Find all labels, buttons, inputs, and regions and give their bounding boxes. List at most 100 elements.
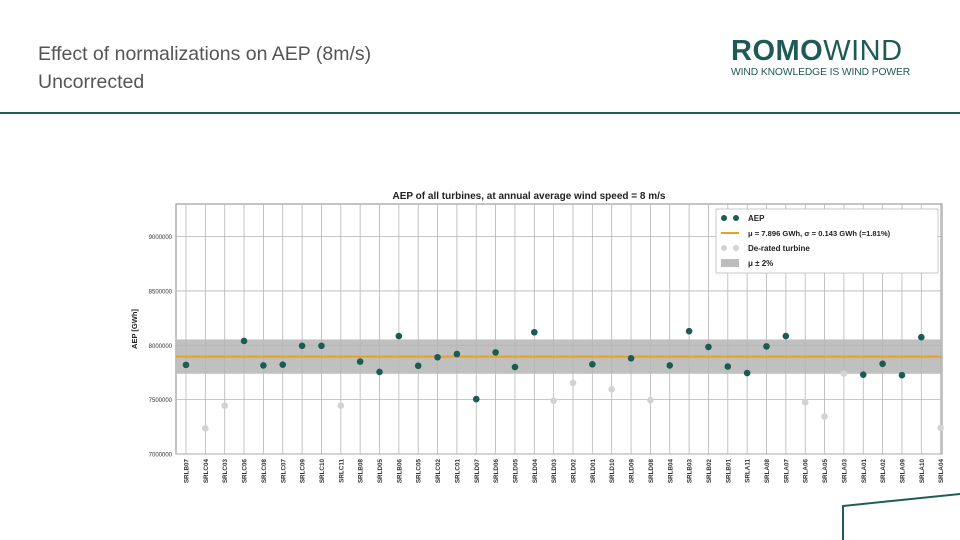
y-tick-label: 8000000 [149, 344, 173, 350]
x-tick-label-srla05: SRLA05 [822, 459, 829, 484]
aep-point-srlb06 [395, 332, 403, 340]
aep-point-srla02 [879, 360, 886, 368]
x-tick-label-srlb04: SRLB04 [667, 459, 674, 484]
x-tick-label-srlc05: SRLC05 [416, 459, 423, 484]
logo-tagline: WIND KNOWLEDGE IS WIND POWER [731, 67, 911, 78]
aep-point-srla01 [859, 371, 867, 378]
legend-band-label: μ ± 2% [748, 259, 773, 268]
x-tick-label-srlb06: SRLB06 [396, 459, 403, 484]
aep-point-srla11 [743, 369, 751, 377]
aep-point-srla10 [918, 333, 925, 341]
legend-aep-marker [721, 215, 727, 221]
aep-point-srld06 [492, 349, 499, 356]
derated-point-srla03 [840, 370, 848, 377]
x-tick-label-srld10: SRLD10 [609, 459, 616, 484]
header-divider [0, 112, 960, 114]
derated-point-srlc11 [337, 402, 345, 409]
romo-wind-logo: ROMOWIND WIND KNOWLEDGE IS WIND POWER [731, 36, 931, 82]
aep-point-srla07 [782, 332, 790, 340]
legend-aep-label: AEP [748, 214, 765, 223]
derated-point-srla04 [937, 424, 944, 432]
x-tick-label-srla02: SRLA02 [880, 459, 887, 484]
derated-point-srla05 [821, 413, 828, 420]
aep-point-srld04 [531, 328, 538, 336]
x-tick-label-srld06: SRLD06 [493, 459, 500, 484]
x-tick-label-srlb02: SRLB02 [706, 459, 713, 484]
x-tick-label-srla01: SRLA01 [861, 459, 868, 484]
derated-point-srld02 [569, 379, 577, 387]
aep-point-srlb01 [724, 363, 732, 370]
aep-point-srlc07 [279, 361, 287, 368]
x-tick-label-srlc04: SRLC04 [203, 459, 210, 484]
x-tick-label-srlc08: SRLC08 [261, 459, 268, 484]
x-tick-label-srlb03: SRLB03 [687, 459, 694, 484]
x-tick-label-srlc07: SRLC07 [280, 459, 287, 484]
x-tick-label-srld09: SRLD09 [629, 459, 636, 484]
aep-point-srld09 [627, 355, 635, 362]
aep-point-srla08 [763, 343, 770, 350]
derated-point-srld03 [550, 397, 557, 405]
x-tick-label-srld01: SRLD01 [590, 459, 597, 484]
x-tick-label-srla03: SRLA03 [841, 459, 848, 484]
x-tick-label-srld03: SRLD03 [551, 459, 558, 484]
aep-point-srlc08 [260, 362, 267, 369]
derated-point-srlc03 [221, 402, 228, 409]
derated-point-srld10 [608, 386, 615, 393]
aep-point-srlb08 [356, 358, 364, 365]
aep-point-srld05 [511, 363, 519, 371]
x-tick-label-srla06: SRLA06 [803, 459, 810, 484]
aep-point-srlb02 [705, 343, 712, 351]
x-tick-label-srlb01: SRLB01 [725, 459, 732, 484]
aep-point-srlc10 [318, 342, 325, 350]
x-tick-label-srlc02: SRLC02 [435, 459, 442, 484]
derated-point-srlc04 [202, 425, 209, 432]
aep-point-srla09 [898, 371, 906, 379]
logo-word-wind: WIND [823, 35, 903, 67]
legend-mean-label: μ = 7.896 GWh, σ = 0.143 GWh (=1.81%) [748, 229, 891, 238]
legend-derated-label: De-rated turbine [748, 244, 810, 253]
aep-point-srlc06 [240, 337, 248, 345]
legend-derated-marker [733, 245, 739, 251]
slide-title-line1: Effect of normalizations on AEP (8m/s) [38, 43, 372, 65]
chart-title: AEP of all turbines, at annual average w… [393, 191, 666, 202]
aep-point-srlc01 [453, 350, 461, 358]
aep-point-srlb04 [666, 362, 674, 369]
aep-point-srld05 [376, 368, 383, 376]
x-tick-label-srld02: SRLD02 [571, 459, 578, 484]
y-tick-label: 9000000 [149, 235, 173, 241]
aep-point-srlb07 [182, 361, 190, 369]
x-tick-label-srla08: SRLA08 [764, 459, 771, 484]
x-tick-label-srld05: SRLD05 [512, 459, 519, 484]
x-tick-label-srlc03: SRLC03 [222, 459, 229, 484]
legend-box [715, 208, 939, 274]
logo-wordmark: ROMOWIND [731, 36, 931, 66]
x-tick-label-srlc11: SRLC11 [338, 459, 345, 483]
derated-point-srld08 [647, 396, 654, 404]
x-tick-label-srla10: SRLA10 [919, 459, 926, 484]
x-tick-label-srla07: SRLA07 [783, 459, 790, 484]
x-tick-label-srla11: SRLA11 [745, 459, 752, 483]
derated-point-srla06 [801, 399, 809, 406]
y-tick-label: 8500000 [149, 289, 173, 295]
x-tick-label-srla04: SRLA04 [938, 459, 945, 484]
x-tick-label-srld07: SRLD07 [474, 459, 481, 484]
y-tick-label: 7000000 [149, 453, 173, 459]
x-tick-label-srlb08: SRLB08 [358, 459, 365, 484]
x-tick-label-srld04: SRLD04 [532, 459, 539, 484]
aep-point-srlc09 [298, 342, 306, 350]
x-tick-label-srlc06: SRLC06 [242, 459, 249, 484]
aep-point-srld01 [589, 361, 596, 368]
aep-point-srlc05 [414, 362, 422, 370]
legend-aep-marker [733, 215, 739, 221]
x-tick-label-srld08: SRLD08 [648, 459, 655, 484]
logo-word-romo: ROMO [731, 35, 824, 67]
x-tick-label-srla09: SRLA09 [899, 459, 906, 484]
y-tick-label: 7500000 [149, 398, 173, 404]
legend-derated-marker [721, 245, 727, 251]
slide-title: Effect of normalizations on AEP (8m/s) U… [38, 40, 371, 96]
aep-point-srld07 [472, 395, 480, 403]
x-tick-label-srlc10: SRLC10 [319, 459, 326, 484]
x-tick-label-srlc09: SRLC09 [300, 459, 307, 484]
legend-band-marker [721, 259, 739, 267]
